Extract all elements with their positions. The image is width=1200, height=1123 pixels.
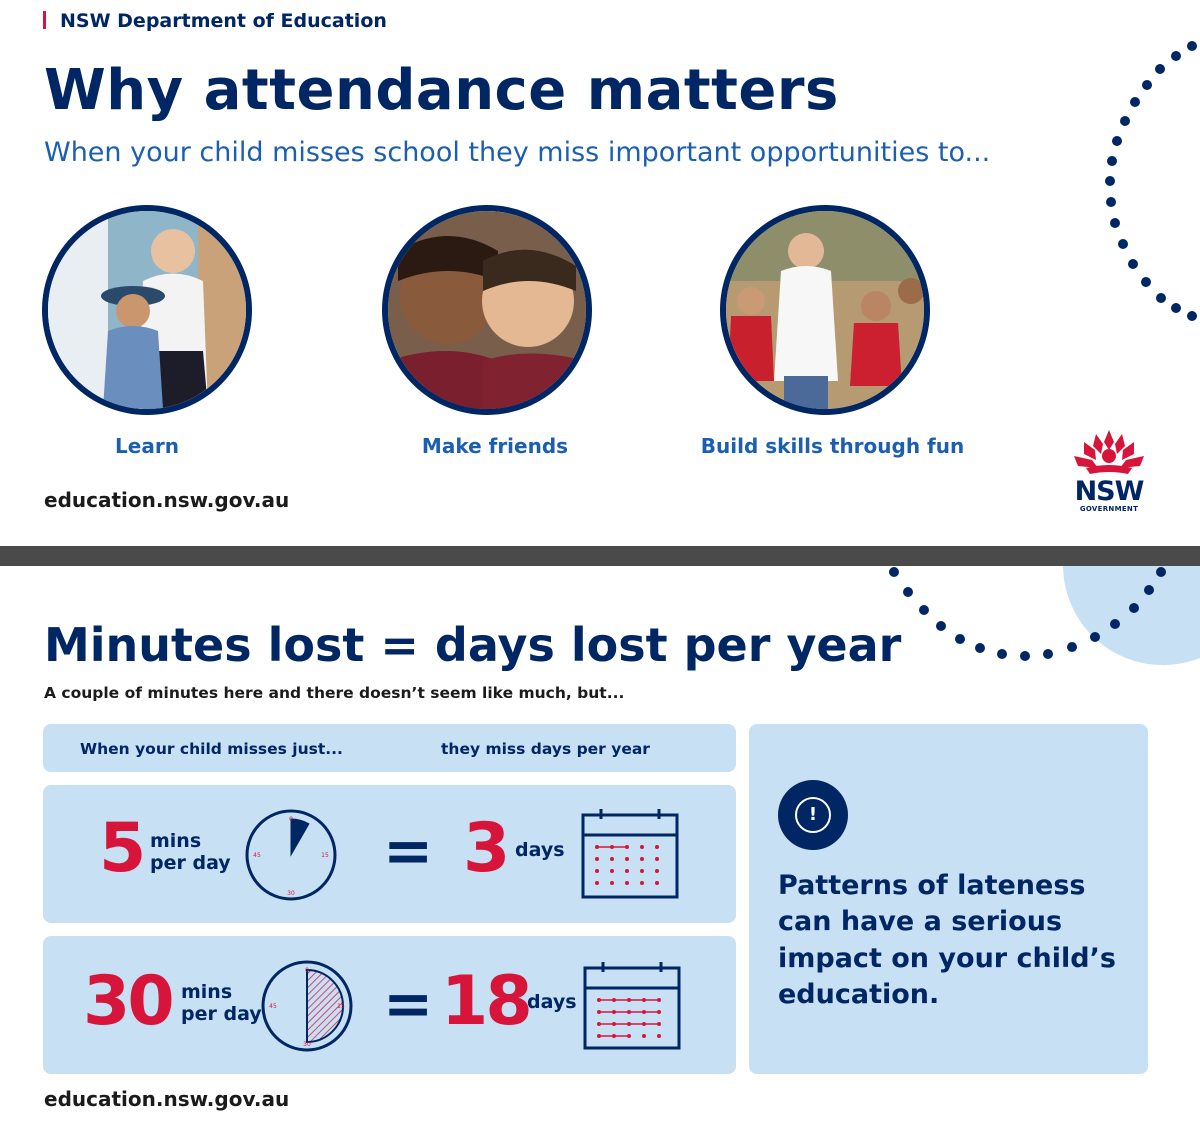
comparison-row-5-mins: 5 mins per day 0 15 30 45 = 3 days — [43, 785, 736, 923]
clock-label-top: 0 — [305, 967, 309, 974]
page-two — [0, 566, 1200, 1123]
equals-sign: = — [383, 969, 434, 1039]
days-value: 18 — [441, 962, 533, 1041]
clock-icon: 0 15 30 45 — [245, 809, 337, 901]
comparison-header: When your child misses just... they miss… — [43, 724, 736, 772]
photo-build-skills — [720, 205, 930, 415]
minutes-unit: mins per day — [150, 830, 231, 875]
clock-label-bottom: 30 — [287, 890, 295, 897]
lateness-note-panel: ! — [749, 724, 1148, 1074]
header-left: When your child misses just... — [80, 740, 343, 758]
minutes-value: 30 — [83, 962, 175, 1041]
decorative-dot-arc — [1105, 41, 1197, 321]
department-accent-bar — [43, 11, 46, 29]
minutes-unit: mins per day — [181, 981, 262, 1026]
clock-icon: 0 15 30 45 — [261, 960, 353, 1052]
calendar-icon — [583, 962, 681, 1050]
logo-subtext: GOVERNMENT — [1079, 505, 1139, 513]
comparison-row-30-mins: 30 mins per day 0 15 30 45 = 18 days — [43, 936, 736, 1074]
page-divider — [0, 546, 1200, 566]
clock-label-right: 15 — [321, 852, 329, 859]
calendar-icon — [581, 809, 679, 899]
nsw-government-logo: NSW GOVERNMENT — [1068, 426, 1150, 516]
alert-glyph: ! — [795, 797, 831, 833]
minutes-value: 5 — [99, 809, 147, 888]
photo-learn — [42, 205, 252, 415]
logo-wordmark: NSW — [1074, 476, 1145, 507]
department-name: NSW Department of Education — [60, 10, 387, 32]
page-title: Why attendance matters — [44, 58, 839, 123]
clock-label-left: 45 — [269, 1003, 277, 1010]
decorative-corner-arc — [889, 566, 1200, 666]
lateness-note: Patterns of lateness can have a serious … — [778, 870, 1116, 1011]
photo-make-friends — [382, 205, 592, 415]
clock-label-top: 0 — [289, 816, 293, 823]
days-unit: days — [527, 991, 577, 1013]
section-title: Minutes lost = days lost per year — [44, 618, 902, 672]
minutes-unit-line2: per day — [150, 851, 231, 874]
caption-make-friends: Make friends — [421, 434, 569, 458]
section-subtitle: A couple of minutes here and there doesn… — [44, 684, 625, 702]
days-value: 3 — [463, 809, 511, 888]
equals-sign: = — [383, 816, 434, 886]
clock-label-bottom: 30 — [303, 1041, 311, 1048]
website-url-footer[interactable]: education.nsw.gov.au — [44, 1087, 290, 1111]
alert-icon: ! — [778, 780, 848, 850]
days-unit: days — [515, 839, 565, 861]
page-one: NSW Department of Education Why attendan… — [0, 0, 1200, 546]
minutes-unit-line2: per day — [181, 1002, 262, 1025]
page-subtitle: When your child misses school they miss … — [44, 137, 991, 168]
caption-learn: Learn — [115, 434, 179, 458]
minutes-unit-line1: mins — [150, 830, 202, 852]
website-url[interactable]: education.nsw.gov.au — [44, 488, 290, 512]
clock-label-left: 45 — [253, 852, 261, 859]
caption-build-skills: Build skills through fun — [700, 434, 965, 458]
header-right: they miss days per year — [441, 740, 650, 758]
clock-elapsed-wedge — [306, 968, 344, 1044]
clock-label-right: 15 — [337, 1003, 345, 1010]
minutes-unit-line1: mins — [181, 981, 233, 1003]
waratah-icon — [1074, 430, 1144, 474]
clock-elapsed-wedge — [290, 818, 310, 857]
